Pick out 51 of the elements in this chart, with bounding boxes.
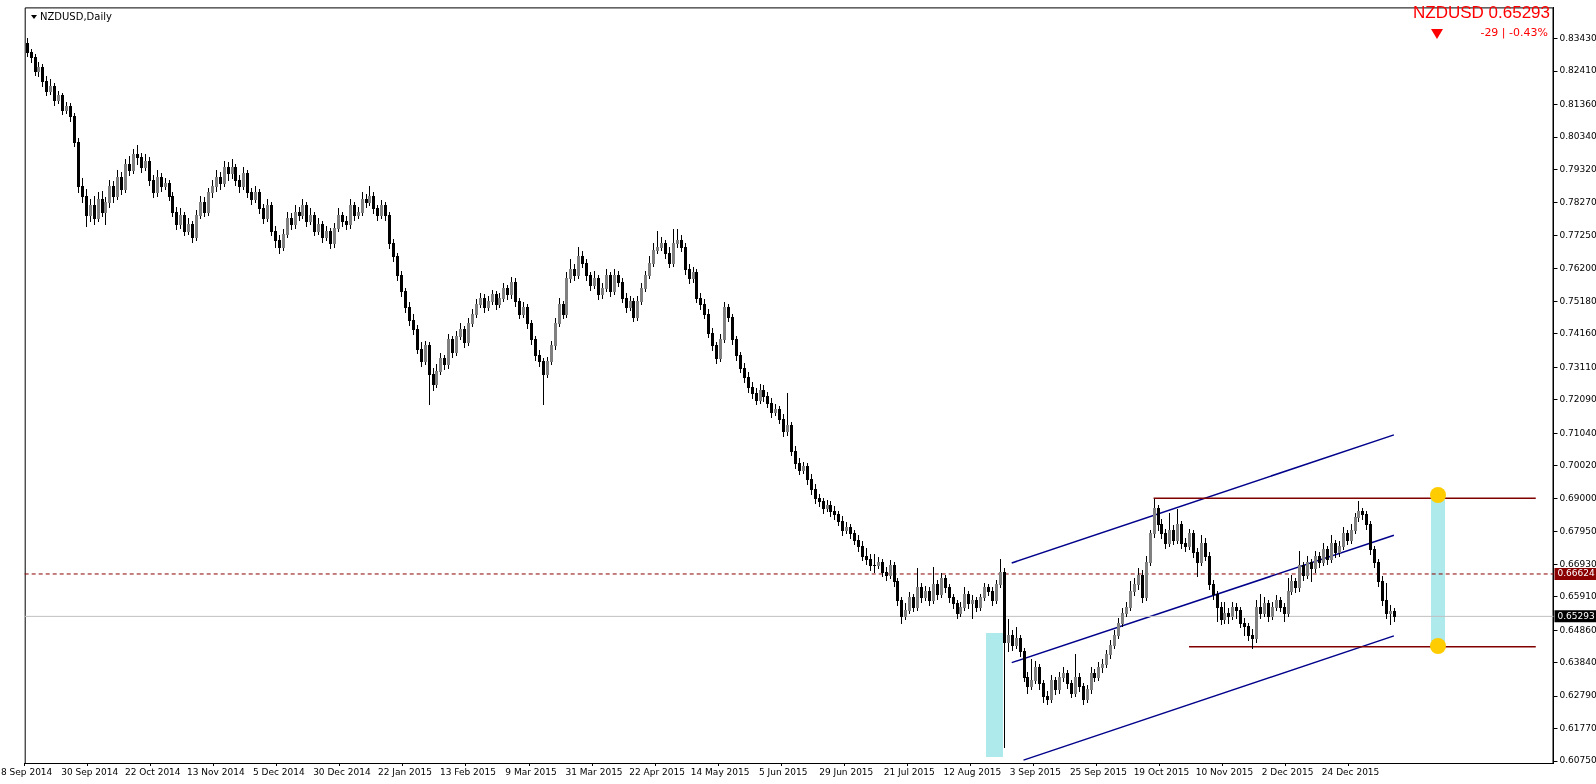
annotation: NZDUSD 0.65293 (1412, 3, 1550, 23)
y-tick-label: 0.72090 (1559, 394, 1596, 405)
x-tick-label: 30 Dec 2014 (313, 766, 371, 777)
x-tick-label: 29 Jun 2015 (819, 766, 874, 777)
y-tick-label: 0.78270 (1559, 197, 1596, 208)
y-tick-label: 0.79320 (1559, 163, 1596, 174)
ref-line-label: 0.65293 (1557, 610, 1595, 621)
x-tick-label: 31 Mar 2015 (565, 766, 623, 777)
candlestick (873, 554, 876, 573)
y-tick-label: 0.81360 (1559, 98, 1596, 109)
x-tick-label: 22 Apr 2015 (629, 766, 685, 777)
x-tick-label: 8 Sep 2014 (0, 766, 53, 777)
x-tick-label: 30 Sep 2014 (61, 766, 119, 777)
ref-line-label: 0.66624 (1557, 568, 1595, 579)
y-tick-label: 0.76200 (1559, 263, 1596, 274)
y-tick-label: 0.67950 (1559, 526, 1596, 537)
y-tick-label: 0.63840 (1559, 657, 1596, 667)
x-tick-label: 21 Jul 2015 (883, 766, 935, 777)
x-tick-label: 14 May 2015 (690, 766, 750, 777)
y-tick-label: 0.65910 (1559, 591, 1596, 602)
y-tick-label: 0.74160 (1559, 328, 1596, 339)
x-tick-label: 5 Dec 2014 (252, 766, 305, 777)
x-tick-label: 5 Jun 2015 (758, 766, 808, 777)
y-tick-label: 0.70020 (1559, 460, 1596, 471)
x-tick-label: 24 Dec 2015 (1321, 766, 1380, 777)
y-tick-label: 0.69000 (1559, 492, 1596, 503)
y-tick-label: 0.80340 (1559, 131, 1596, 142)
x-tick-label: 22 Jan 2015 (377, 766, 432, 777)
y-tick-label: 0.60750 (1559, 755, 1596, 766)
x-tick-label: 3 Sep 2015 (1009, 766, 1062, 777)
x-tick-label: 22 Oct 2014 (124, 766, 181, 777)
y-tick-label: 0.73110 (1559, 361, 1596, 372)
x-tick-label: 9 Mar 2015 (505, 766, 557, 777)
x-tick-label: 2 Dec 2015 (1261, 766, 1314, 777)
y-tick-label: 0.61770 (1559, 722, 1596, 733)
chart-title: NZDUSD,Daily (40, 11, 112, 22)
x-tick-label: 13 Feb 2015 (439, 766, 496, 777)
y-tick-label: 0.75180 (1559, 295, 1596, 306)
y-tick-label: 0.82410 (1559, 65, 1596, 76)
y-tick-label: 0.64860 (1559, 624, 1596, 635)
y-tick-label: 0.83430 (1559, 32, 1596, 43)
x-tick-label: 25 Sep 2015 (1069, 766, 1127, 777)
x-tick-label: 10 Nov 2015 (1195, 766, 1254, 777)
y-tick-label: 0.66930 (1559, 558, 1596, 569)
annotation: -29 | -0.43% (1480, 26, 1548, 39)
x-tick-label: 19 Oct 2015 (1133, 766, 1190, 777)
y-tick-label: 0.71040 (1559, 427, 1596, 438)
y-tick-label: 0.62790 (1559, 690, 1596, 701)
y-tick-label: 0.77250 (1559, 229, 1596, 240)
x-tick-label: 12 Aug 2015 (943, 766, 1002, 777)
x-tick-label: 13 Nov 2014 (186, 766, 245, 777)
